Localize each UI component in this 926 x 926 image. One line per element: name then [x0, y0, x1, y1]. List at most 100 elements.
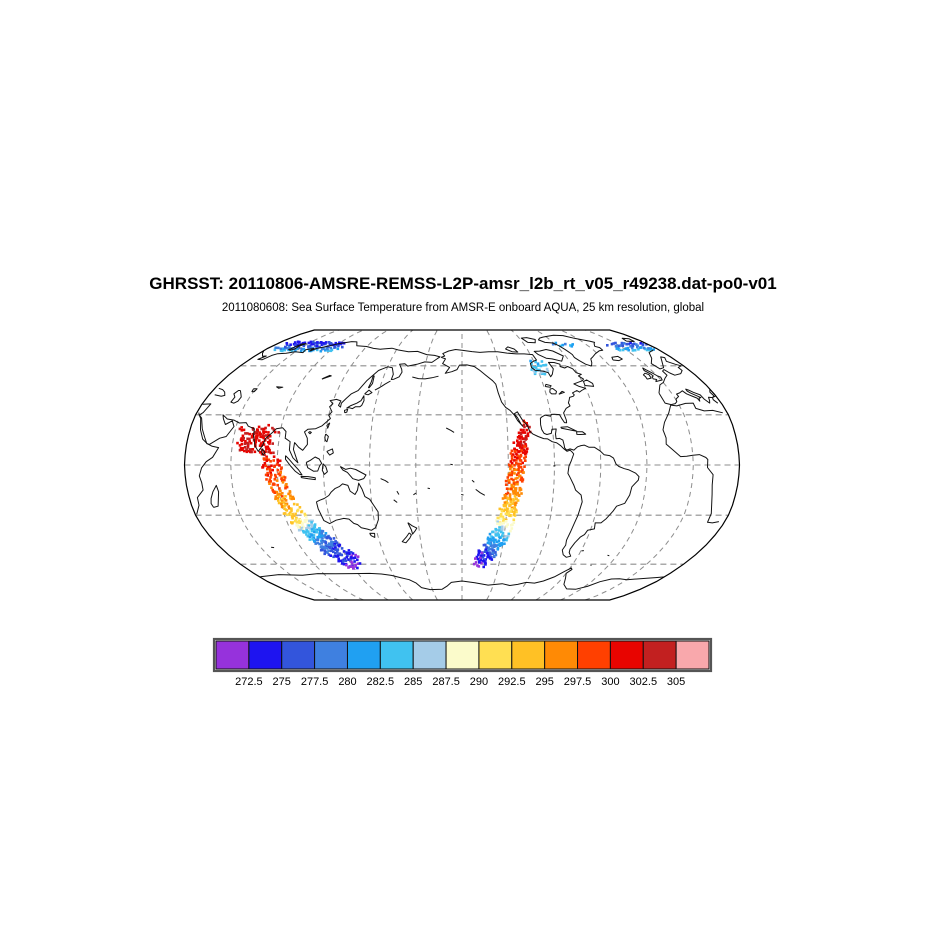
- colorbar-tick-label: 285: [404, 676, 422, 688]
- colorbar-tick-label: 297.5: [564, 676, 592, 688]
- meridian: [510, 330, 556, 600]
- coastline: [300, 475, 316, 481]
- coastline: [407, 522, 418, 535]
- coastline: [520, 337, 536, 344]
- colorbar-cell: [642, 640, 677, 670]
- coastline: [326, 422, 331, 429]
- coastline: [196, 402, 723, 524]
- coastline: [374, 380, 391, 391]
- colorbar-cell: [281, 640, 316, 670]
- coastline: [544, 383, 552, 388]
- colorbar-labels: 272.5 275 277.5 280 282.5 285 287.5 290 292.5 295…: [235, 676, 685, 688]
- coastline: [583, 379, 595, 387]
- coastline: [261, 448, 266, 456]
- coastline: [344, 408, 349, 414]
- coastline: [450, 463, 453, 466]
- coastline: [324, 433, 329, 443]
- coastline: [413, 492, 417, 496]
- meridian: [560, 330, 648, 600]
- coastline: [288, 343, 307, 351]
- colorbar-cell: [346, 640, 381, 670]
- coastline: [440, 349, 640, 558]
- colorbar-cell: [511, 640, 546, 670]
- figure-title: GHRSST: 20110806-AMSRE-REMSS-L2P-amsr_l2…: [149, 274, 777, 293]
- coastline: [339, 466, 367, 481]
- colorbar-cell: [314, 640, 348, 670]
- coastline: [538, 334, 604, 367]
- meridian: [230, 330, 340, 600]
- coastline: [505, 346, 519, 353]
- coastline: [251, 388, 258, 393]
- colorbar-tick-label: 282.5: [367, 676, 395, 688]
- coastline: [321, 463, 328, 475]
- colorbar-cell: [215, 640, 250, 670]
- coastline: [326, 448, 334, 456]
- colorbar-tick-label: 280: [338, 676, 356, 688]
- coastline: [475, 488, 486, 496]
- coastline: [346, 395, 365, 410]
- projection-outline: [183, 329, 741, 601]
- colorbar-cell: [577, 640, 611, 670]
- colorbar: [212, 637, 713, 673]
- meridian: [415, 330, 438, 600]
- colorbar-cell: [609, 640, 644, 670]
- coastline: [401, 532, 412, 544]
- colorbar-tick-label: 272.5: [235, 676, 263, 688]
- colorbar-tick-label: 287.5: [432, 676, 460, 688]
- coastline: [642, 372, 652, 380]
- colorbar-cell: [478, 640, 513, 670]
- coastline: [285, 455, 303, 476]
- coastline: [558, 390, 565, 395]
- coastline: [412, 375, 439, 380]
- figure-subtitle: 2011080608: Sea Surface Temperature from…: [221, 302, 705, 314]
- colorbar-frame: [212, 637, 713, 673]
- colorbar-cell: [379, 640, 414, 670]
- colorbar-tick-label: 302.5: [630, 676, 658, 688]
- coastline: [533, 349, 564, 362]
- meridian: [535, 330, 602, 600]
- coastline: [642, 367, 663, 383]
- sst-swaths: [236, 340, 655, 570]
- coastline: [560, 426, 578, 432]
- coastline: [260, 567, 665, 591]
- coastline: [380, 478, 389, 484]
- colorbar-cell: [675, 640, 710, 670]
- colorbar-cell: [445, 640, 480, 670]
- coastline: [445, 427, 455, 433]
- coastline: [368, 375, 375, 389]
- colorbar-cell: [412, 640, 447, 670]
- colorbar-tick-label: 277.5: [301, 676, 329, 688]
- coastline: [308, 431, 312, 435]
- map-boundary: [183, 329, 741, 601]
- colorbar-tick-label: 300: [601, 676, 619, 688]
- colorbar-cell: [248, 640, 283, 670]
- coastline: [305, 456, 323, 472]
- coastline: [198, 341, 719, 464]
- coastline: [393, 499, 398, 503]
- coastline: [210, 484, 220, 508]
- coastline: [276, 386, 284, 389]
- coastline: [315, 482, 379, 531]
- coastline: [364, 389, 373, 396]
- coastlines: [196, 334, 723, 591]
- colorbar-tick-label: 292.5: [498, 676, 526, 688]
- coastline: [576, 431, 587, 435]
- coastline: [427, 487, 431, 490]
- coastline: [621, 337, 635, 342]
- colorbar-tick-label: 290: [470, 676, 488, 688]
- coastline: [549, 388, 557, 395]
- coastline: [230, 390, 242, 404]
- coastline: [461, 494, 464, 496]
- coastline: [611, 355, 623, 362]
- colorbar-tick-label: 275: [273, 676, 291, 688]
- colorbar-tick-label: 305: [667, 676, 685, 688]
- coastline: [369, 532, 376, 538]
- colorbar-cell: [544, 640, 579, 670]
- meridian: [368, 330, 414, 600]
- coastline: [321, 374, 332, 380]
- coastline: [471, 479, 475, 483]
- coastline: [396, 490, 400, 495]
- meridian: [584, 330, 694, 600]
